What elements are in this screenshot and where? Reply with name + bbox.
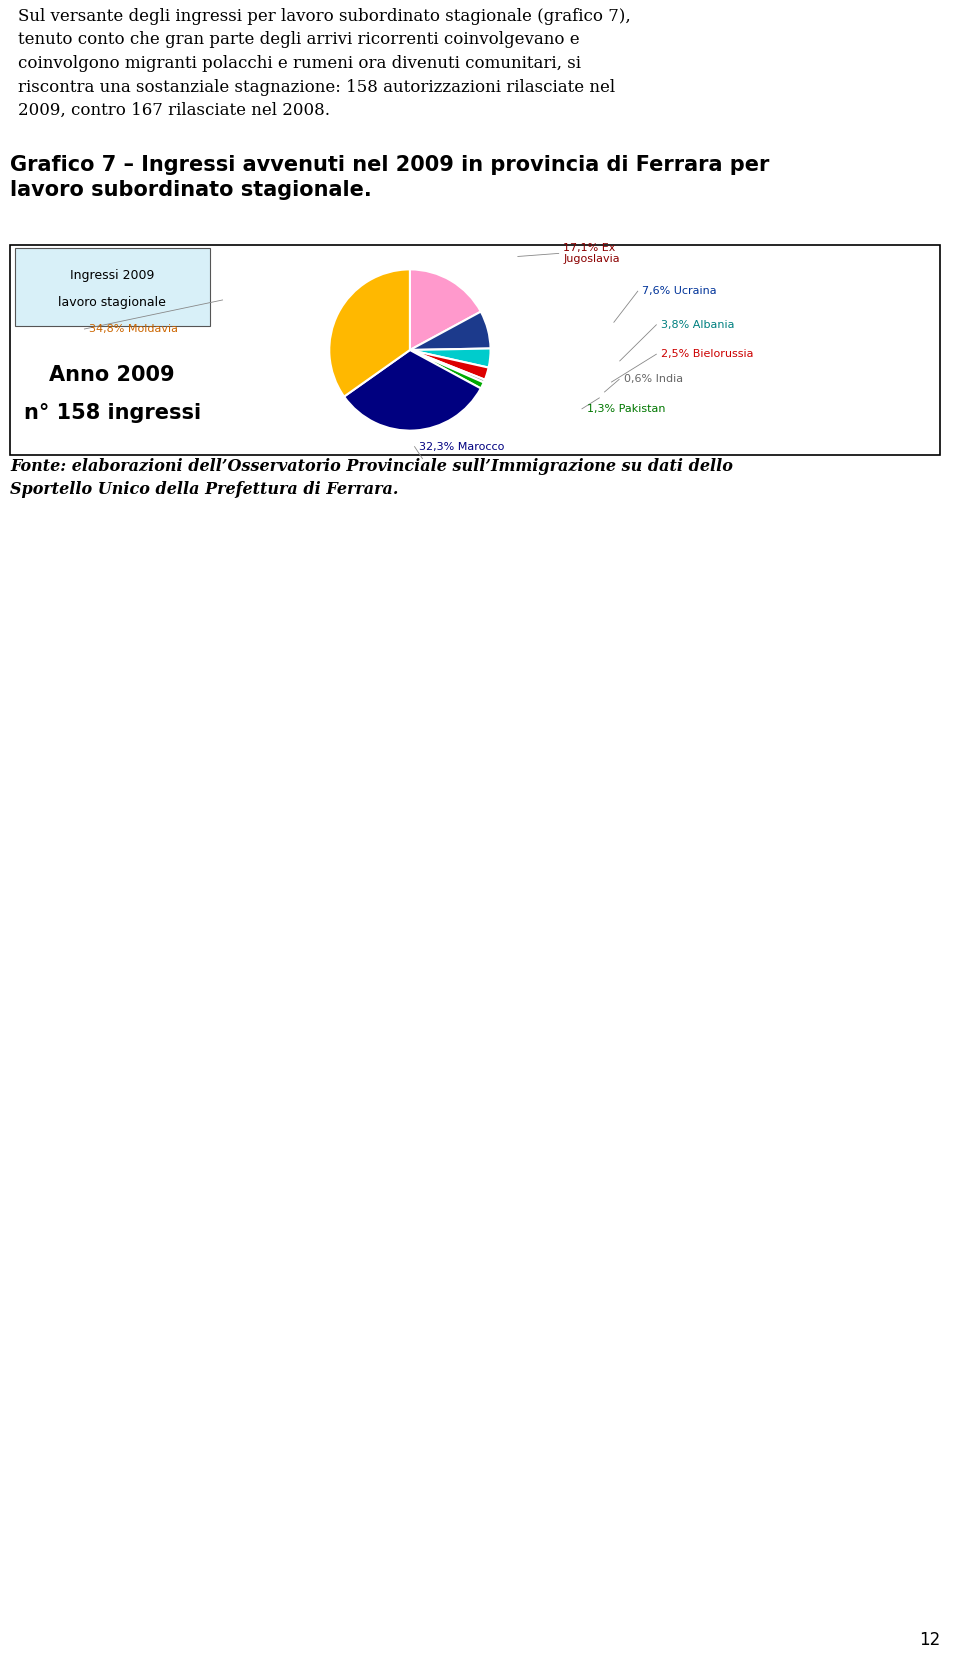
Wedge shape — [344, 351, 481, 431]
Wedge shape — [410, 351, 489, 379]
Text: 0,6% India: 0,6% India — [624, 374, 683, 384]
Wedge shape — [410, 312, 491, 351]
FancyBboxPatch shape — [14, 248, 210, 326]
Wedge shape — [329, 270, 410, 396]
Text: Anno 2009: Anno 2009 — [50, 366, 175, 386]
Text: 3,8% Albania: 3,8% Albania — [661, 320, 734, 331]
Text: 12: 12 — [920, 1631, 941, 1649]
Wedge shape — [410, 270, 481, 351]
Text: 7,6% Ucraina: 7,6% Ucraina — [642, 287, 717, 297]
Text: 1,3% Pakistan: 1,3% Pakistan — [587, 404, 665, 414]
Wedge shape — [410, 351, 484, 388]
Text: Ingressi 2009: Ingressi 2009 — [70, 268, 155, 282]
Text: Sul versante degli ingressi per lavoro subordinato stagionale (grafico 7),
tenut: Sul versante degli ingressi per lavoro s… — [18, 8, 631, 119]
Wedge shape — [410, 351, 485, 383]
Text: 34,8% Moldavia: 34,8% Moldavia — [89, 324, 178, 334]
Text: 2,5% Bielorussia: 2,5% Bielorussia — [661, 349, 754, 359]
Text: lavoro stagionale: lavoro stagionale — [59, 295, 166, 309]
Text: 32,3% Marocco: 32,3% Marocco — [420, 441, 505, 451]
Wedge shape — [410, 349, 491, 367]
Text: Grafico 7 – Ingressi avvenuti nel 2009 in provincia di Ferrara per
lavoro subord: Grafico 7 – Ingressi avvenuti nel 2009 i… — [10, 154, 769, 200]
Text: n° 158 ingressi: n° 158 ingressi — [24, 403, 201, 423]
Text: 17,1% Ex
Jugoslavia: 17,1% Ex Jugoslavia — [564, 243, 620, 263]
Text: Fonte: elaborazioni dell’Osservatorio Provinciale sull’Immigrazione su dati dell: Fonte: elaborazioni dell’Osservatorio Pr… — [10, 458, 732, 498]
